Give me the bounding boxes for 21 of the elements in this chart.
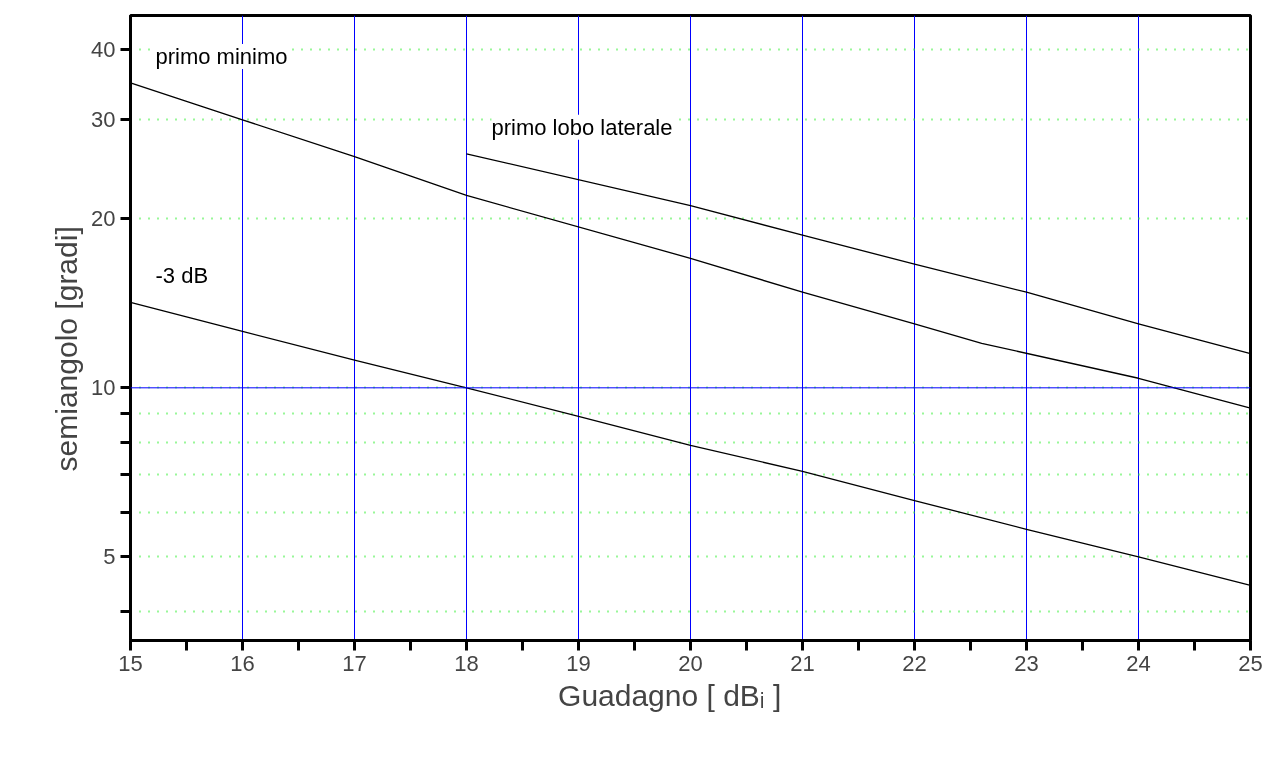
series-label: primo lobo laterale <box>491 114 673 140</box>
x-tick-label: 15 <box>118 650 143 676</box>
x-tick-label: 20 <box>678 650 703 676</box>
x-tick-label: 16 <box>230 650 255 676</box>
y-tick-label: 20 <box>91 206 116 232</box>
x-tick-label: 21 <box>790 650 815 676</box>
y-axis-title: semiangolo [gradi] <box>50 226 84 472</box>
series-label: -3 dB <box>155 263 209 289</box>
series-label: primo minimo <box>155 43 288 69</box>
y-tick-label: 30 <box>91 107 116 133</box>
y-tick-label: 5 <box>103 544 116 570</box>
x-tick-label: 19 <box>566 650 591 676</box>
x-tick-label: 17 <box>342 650 367 676</box>
x-tick-label: 24 <box>1126 650 1151 676</box>
y-tick-label: 40 <box>91 37 116 63</box>
y-tick-label: 10 <box>91 375 116 401</box>
x-tick-label: 23 <box>1014 650 1039 676</box>
x-axis-title: Guadagno [ dBᵢ ] <box>558 678 782 712</box>
x-tick-label: 25 <box>1238 650 1263 676</box>
x-tick-label: 18 <box>454 650 479 676</box>
x-tick-label: 22 <box>902 650 927 676</box>
